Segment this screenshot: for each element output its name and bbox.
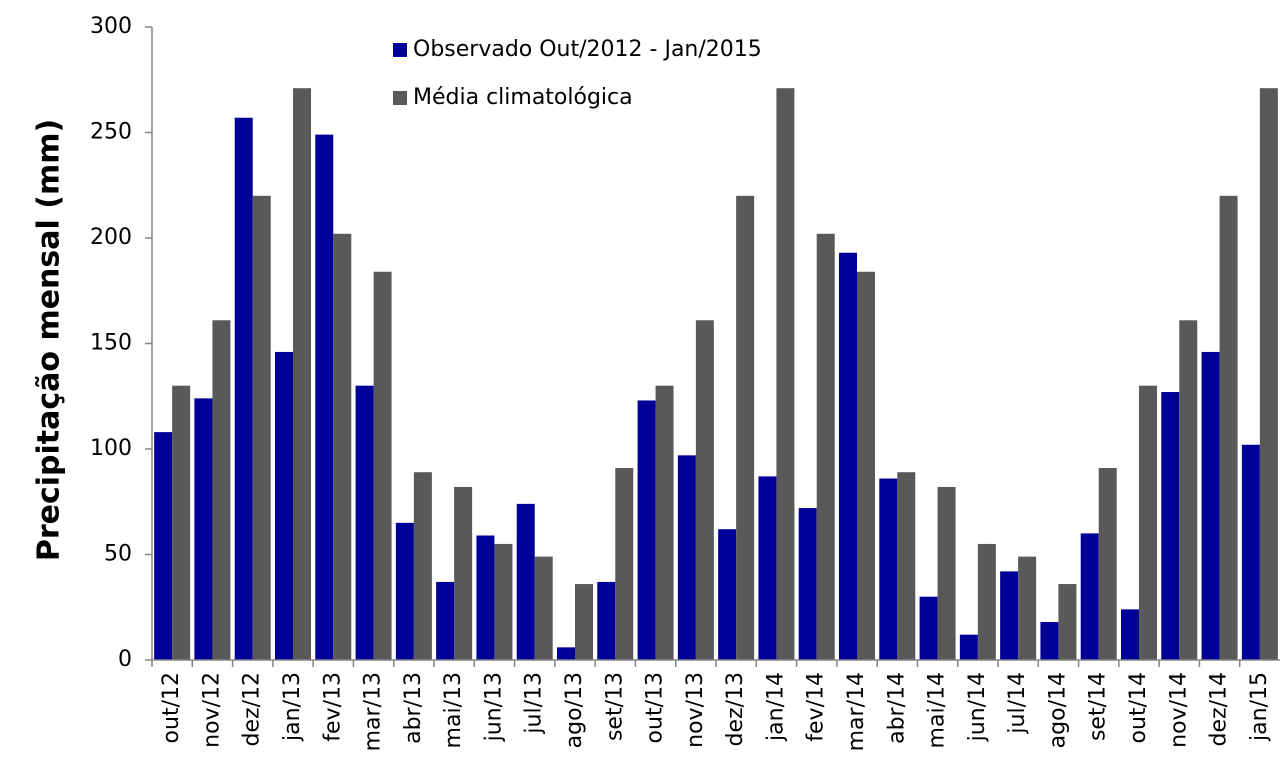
- bar: [736, 195, 755, 661]
- x-tick-label: mar/14: [844, 672, 869, 751]
- y-tick-label: 300: [90, 14, 132, 39]
- y-tick-label: 150: [90, 331, 132, 356]
- x-tick-label: dez/12: [240, 672, 265, 746]
- bar: [839, 252, 857, 660]
- bar: [454, 486, 473, 660]
- bar: [476, 535, 495, 660]
- bar: [534, 556, 553, 660]
- bar: [1179, 320, 1198, 660]
- x-tick-label: out/13: [643, 672, 668, 743]
- bar: [252, 195, 271, 661]
- bar: [695, 320, 714, 660]
- y-tick-label: 250: [90, 120, 132, 145]
- bar: [919, 596, 938, 660]
- bar: [977, 543, 996, 660]
- x-tick-label: nov/12: [199, 672, 224, 748]
- bar: [637, 400, 656, 660]
- bar: [275, 351, 293, 660]
- x-tick-label: jul/14: [1005, 672, 1030, 735]
- bar: [937, 486, 956, 660]
- bar: [154, 432, 173, 660]
- bar: [557, 647, 575, 660]
- bar: [436, 581, 455, 660]
- bar: [718, 529, 737, 660]
- bar: [1098, 467, 1117, 660]
- bar: [798, 508, 817, 660]
- x-tick-label: dez/13: [723, 672, 748, 746]
- x-tick-label: fev/14: [804, 672, 829, 742]
- bar: [758, 476, 777, 660]
- x-tick-label: jan/15: [1247, 672, 1272, 742]
- y-tick-label: 0: [118, 647, 132, 672]
- bar: [776, 88, 795, 660]
- bar: [172, 385, 191, 660]
- x-tick-label: ago/13: [562, 672, 587, 748]
- x-tick-label: mar/13: [361, 672, 386, 751]
- bar: [1040, 622, 1059, 660]
- y-tick-label: 50: [104, 542, 132, 567]
- bar: [212, 320, 231, 660]
- x-tick-label: abr/13: [401, 672, 426, 744]
- x-tick-label: ago/14: [1045, 672, 1070, 748]
- bar: [655, 385, 674, 660]
- bar: [315, 134, 334, 661]
- legend-swatch: [393, 91, 407, 105]
- bar: [293, 88, 311, 660]
- bar: [395, 522, 414, 660]
- bar: [413, 472, 432, 660]
- bar: [575, 584, 593, 660]
- y-tick-label: 100: [90, 436, 132, 461]
- bar: [355, 385, 374, 660]
- bar: [857, 271, 875, 660]
- x-tick-label: jan/13: [280, 672, 305, 742]
- bar: [333, 233, 352, 660]
- bar: [677, 455, 696, 660]
- x-tick-label: nov/14: [1166, 672, 1191, 748]
- bar: [516, 503, 535, 660]
- x-tick-label: mai/13: [441, 672, 466, 748]
- x-tick-label: nov/13: [683, 672, 708, 748]
- x-tick-label: jul/13: [522, 672, 547, 735]
- legend-label: Média climatológica: [413, 85, 633, 110]
- bar: [234, 117, 253, 661]
- y-axis-label: Precipitação mensal (mm): [32, 119, 67, 561]
- bar: [1139, 385, 1157, 660]
- x-tick-label: abr/14: [884, 672, 909, 744]
- legend-label: Observado Out/2012 - Jan/2015: [413, 37, 762, 62]
- x-tick-label: out/14: [1126, 672, 1151, 743]
- bar: [1241, 444, 1260, 660]
- x-tick-label: out/12: [159, 672, 184, 743]
- legend-swatch: [393, 43, 407, 57]
- bar: [494, 543, 513, 660]
- bar: [1219, 195, 1238, 661]
- bar: [1000, 571, 1019, 660]
- x-tick-label: mai/14: [925, 672, 950, 748]
- bar: [1259, 88, 1278, 660]
- bar: [1058, 584, 1077, 660]
- x-tick-label: jun/13: [481, 672, 506, 742]
- x-tick-label: fev/13: [320, 672, 345, 742]
- bar: [1201, 351, 1220, 660]
- bar: [373, 271, 392, 660]
- x-tick-label: jan/14: [763, 672, 788, 742]
- x-tick-label: jun/14: [965, 672, 990, 742]
- bar: [194, 398, 213, 660]
- x-tick-label: set/14: [1086, 672, 1111, 741]
- x-tick-label: dez/14: [1207, 672, 1232, 746]
- bar: [1161, 392, 1180, 660]
- bar: [1080, 533, 1099, 660]
- bar: [1018, 556, 1037, 660]
- bar: [615, 467, 634, 660]
- bar: [879, 478, 898, 660]
- bar: [897, 472, 916, 660]
- x-tick-label: set/13: [602, 672, 627, 741]
- bar: [597, 581, 616, 660]
- bar: [959, 634, 978, 660]
- y-tick-label: 200: [90, 225, 132, 250]
- bar: [816, 233, 835, 660]
- bar: [1121, 609, 1139, 660]
